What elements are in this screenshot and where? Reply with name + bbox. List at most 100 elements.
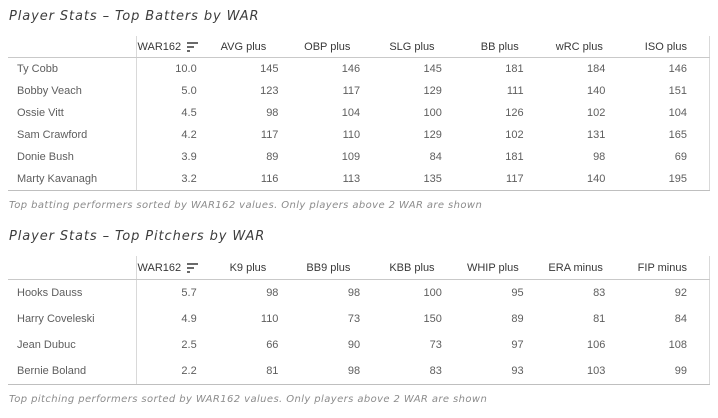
table-row[interactable]: Sam Crawford 4.2 117 110 129 102 131 165 [8, 124, 711, 146]
column-header-wrc-plus[interactable]: wRC plus [541, 36, 625, 57]
column-header-era-minus[interactable]: ERA minus [541, 256, 625, 279]
column-header-kbb-plus[interactable]: KBB plus [372, 256, 456, 279]
data-cell[interactable]: 83 [429, 365, 442, 377]
column-header-war162[interactable]: WAR162 [137, 36, 204, 57]
data-cell[interactable]: 98 [347, 365, 361, 377]
row-header[interactable]: Harry Coveleski [8, 306, 137, 332]
column-header-iso-plus[interactable]: ISO plus [625, 36, 710, 57]
column-header-k9-plus[interactable]: K9 plus [204, 256, 288, 279]
row-header[interactable]: Donie Bush [8, 146, 137, 168]
row-header[interactable]: Hooks Dauss [8, 280, 137, 306]
data-cell[interactable]: 81 [266, 365, 279, 377]
data-cell[interactable]: 146 [627, 58, 711, 80]
data-cell[interactable]: 98 [347, 287, 361, 299]
data-cell[interactable]: 151 [627, 80, 711, 102]
table-row[interactable]: Ossie Vitt 4.5 98 104 100 126 102 104 [8, 102, 711, 124]
data-cell[interactable]: 3.9 [181, 151, 197, 163]
data-cell[interactable]: 73 [347, 313, 361, 325]
data-cell[interactable]: 129 [423, 129, 442, 141]
data-cell[interactable]: 104 [341, 107, 361, 119]
data-cell[interactable]: 97 [511, 339, 524, 351]
data-cell[interactable]: 81 [593, 313, 606, 325]
data-cell[interactable]: 123 [260, 85, 279, 97]
data-cell[interactable]: 195 [627, 168, 711, 190]
data-cell[interactable]: 181 [505, 151, 524, 163]
data-cell[interactable]: 104 [627, 102, 711, 124]
data-cell[interactable]: 102 [505, 129, 524, 141]
data-cell[interactable]: 146 [341, 63, 361, 75]
data-cell[interactable]: 5.0 [181, 85, 197, 97]
data-cell[interactable]: 4.9 [181, 313, 197, 325]
data-cell[interactable]: 93 [511, 365, 524, 377]
data-cell[interactable]: 140 [586, 173, 606, 185]
data-cell[interactable]: 98 [266, 287, 279, 299]
data-cell[interactable]: 111 [506, 85, 524, 97]
data-cell[interactable]: 100 [423, 287, 442, 299]
row-header[interactable]: Marty Kavanagh [8, 168, 137, 190]
column-header-fip-minus[interactable]: FIP minus [625, 256, 710, 279]
sort-descending-icon[interactable] [187, 262, 199, 273]
data-cell[interactable]: 116 [260, 173, 279, 185]
table-row[interactable]: Hooks Dauss 5.7 98 98 100 95 83 92 [8, 280, 711, 306]
data-cell[interactable]: 117 [342, 85, 361, 97]
data-cell[interactable]: 103 [586, 365, 606, 377]
data-cell[interactable]: 110 [260, 313, 279, 325]
data-cell[interactable]: 84 [627, 306, 711, 332]
column-header-avg-plus[interactable]: AVG plus [204, 36, 288, 57]
data-cell[interactable]: 184 [586, 63, 606, 75]
data-cell[interactable]: 129 [423, 85, 442, 97]
data-cell[interactable]: 90 [347, 339, 361, 351]
data-cell[interactable]: 5.7 [181, 287, 197, 299]
row-header[interactable]: Ossie Vitt [8, 102, 137, 124]
data-cell[interactable]: 69 [627, 146, 711, 168]
data-cell[interactable]: 165 [627, 124, 711, 146]
data-cell[interactable]: 150 [423, 313, 442, 325]
data-cell[interactable]: 117 [506, 173, 524, 185]
data-cell[interactable]: 145 [423, 63, 442, 75]
table-row[interactable]: Ty Cobb 10.0 145 146 145 181 184 146 [8, 58, 711, 80]
data-cell[interactable]: 99 [627, 358, 711, 384]
data-cell[interactable]: 4.2 [181, 129, 197, 141]
data-cell[interactable]: 135 [423, 173, 442, 185]
data-cell[interactable]: 92 [627, 280, 711, 306]
data-cell[interactable]: 181 [505, 63, 524, 75]
data-cell[interactable]: 106 [586, 339, 606, 351]
column-header-bb9-plus[interactable]: BB9 plus [288, 256, 372, 279]
row-header[interactable]: Bobby Veach [8, 80, 137, 102]
table-row[interactable]: Jean Dubuc 2.5 66 90 73 97 106 108 [8, 332, 711, 358]
table-row[interactable]: Bobby Veach 5.0 123 117 129 111 140 151 [8, 80, 711, 102]
data-cell[interactable]: 3.2 [181, 173, 197, 185]
data-cell[interactable]: 117 [260, 129, 279, 141]
data-cell[interactable]: 4.5 [181, 107, 197, 119]
table-row[interactable]: Bernie Boland 2.2 81 98 83 93 103 99 [8, 358, 711, 384]
sort-descending-icon[interactable] [187, 41, 199, 52]
data-cell[interactable]: 73 [429, 339, 442, 351]
data-cell[interactable]: 145 [260, 63, 279, 75]
data-cell[interactable]: 95 [511, 287, 524, 299]
column-header-obp-plus[interactable]: OBP plus [288, 36, 372, 57]
row-header[interactable]: Jean Dubuc [8, 332, 137, 358]
data-cell[interactable]: 131 [586, 129, 606, 141]
row-header[interactable]: Ty Cobb [8, 58, 137, 80]
data-cell[interactable]: 110 [342, 129, 361, 141]
data-cell[interactable]: 98 [266, 107, 279, 119]
data-cell[interactable]: 89 [511, 313, 524, 325]
data-cell[interactable]: 98 [593, 151, 606, 163]
data-cell[interactable]: 108 [627, 332, 711, 358]
table-row[interactable]: Harry Coveleski 4.9 110 73 150 89 81 84 [8, 306, 711, 332]
data-cell[interactable]: 10.0 [175, 63, 197, 75]
data-cell[interactable]: 2.5 [181, 339, 197, 351]
column-header-whip-plus[interactable]: WHIP plus [457, 256, 541, 279]
table-row[interactable]: Marty Kavanagh 3.2 116 113 135 117 140 195 [8, 168, 711, 190]
row-header[interactable]: Sam Crawford [8, 124, 137, 146]
data-cell[interactable]: 83 [593, 287, 606, 299]
data-cell[interactable]: 140 [586, 85, 606, 97]
row-header[interactable]: Bernie Boland [8, 358, 137, 384]
data-cell[interactable]: 89 [266, 151, 279, 163]
column-header-slg-plus[interactable]: SLG plus [372, 36, 456, 57]
data-cell[interactable]: 84 [429, 151, 442, 163]
data-cell[interactable]: 100 [423, 107, 442, 119]
column-header-war162[interactable]: WAR162 [137, 256, 204, 279]
table-row[interactable]: Donie Bush 3.9 89 109 84 181 98 69 [8, 146, 711, 168]
data-cell[interactable]: 126 [505, 107, 524, 119]
